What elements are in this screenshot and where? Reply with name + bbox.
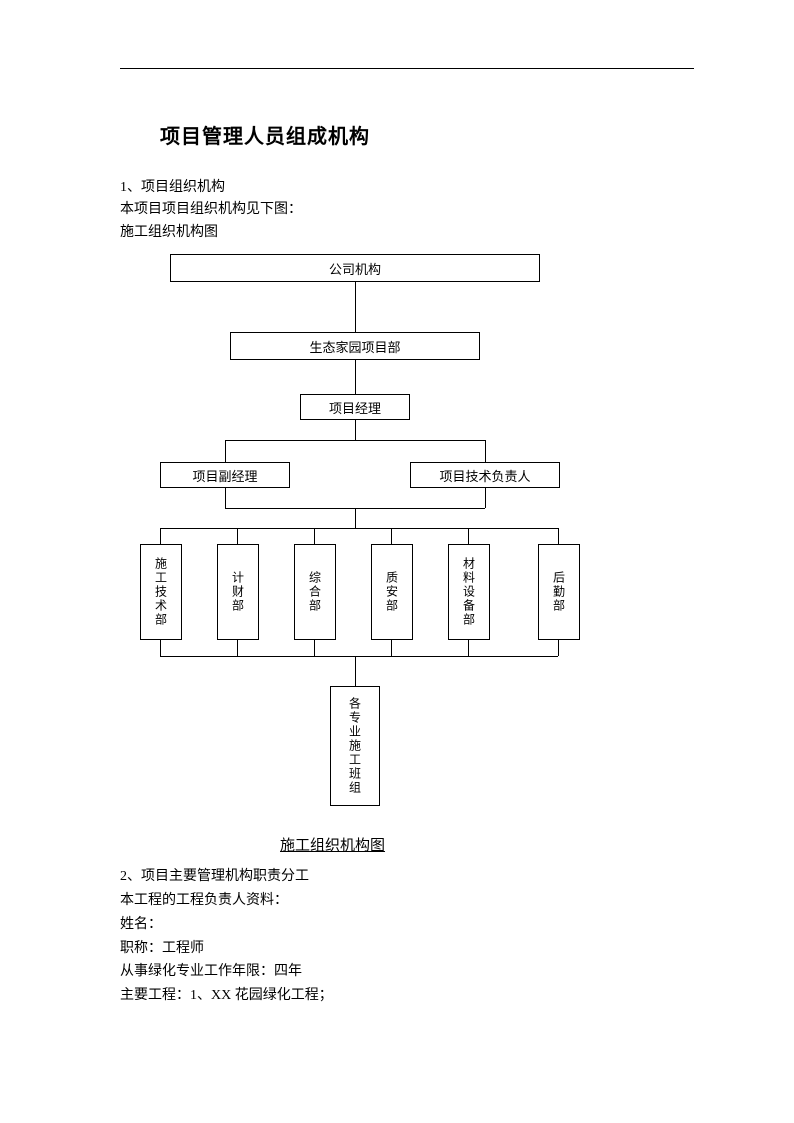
node-dept-general: 综合部 — [294, 544, 336, 640]
org-chart: 公司机构 生态家园项目部 项目经理 项目副经理 项目技术负责人 施工技术部 计财… — [130, 254, 580, 814]
connector — [468, 528, 469, 544]
intro-line-1: 1、项目组织机构 — [120, 177, 694, 199]
s2-line-4: 职称：工程师 — [120, 937, 694, 961]
chart-caption: 施工组织机构图 — [280, 834, 694, 855]
connector — [355, 360, 356, 394]
node-dept-quality-safety: 质安部 — [371, 544, 413, 640]
node-tech-lead: 项目技术负责人 — [410, 462, 560, 488]
connector — [314, 528, 315, 544]
node-dept-logistics: 后勤部 — [538, 544, 580, 640]
node-deputy-pm: 项目副经理 — [160, 462, 290, 488]
connector — [391, 640, 392, 656]
node-dept-materials: 材料设备部 — [448, 544, 490, 640]
connector — [558, 528, 559, 544]
connector — [485, 440, 486, 462]
s2-line-3: 姓名： — [120, 913, 694, 937]
connector — [225, 488, 226, 508]
node-dept-finance: 计财部 — [217, 544, 259, 640]
connector — [355, 420, 356, 440]
connector — [160, 656, 558, 657]
connector — [314, 640, 315, 656]
connector — [468, 640, 469, 656]
connector — [160, 528, 161, 544]
connector — [237, 640, 238, 656]
connector — [391, 528, 392, 544]
intro-line-3: 施工组织机构图 — [120, 222, 694, 244]
s2-line-2: 本工程的工程负责人资料： — [120, 889, 694, 913]
connector — [355, 508, 356, 528]
connector — [225, 440, 485, 441]
header-rule — [120, 68, 694, 69]
node-project-dept: 生态家园项目部 — [230, 332, 480, 360]
s2-line-1: 2、项目主要管理机构职责分工 — [120, 865, 694, 889]
page-title: 项目管理人员组成机构 — [160, 120, 694, 149]
connector — [225, 440, 226, 462]
connector — [160, 528, 558, 529]
connector — [485, 488, 486, 508]
connector — [355, 656, 356, 686]
s2-line-6: 主要工程：1、XX 花园绿化工程； — [120, 984, 694, 1008]
intro-block: 1、项目组织机构 本项目项目组织机构见下图： 施工组织机构图 — [120, 177, 694, 244]
connector — [558, 640, 559, 656]
node-pm: 项目经理 — [300, 394, 410, 420]
node-teams: 各专业施工班组 — [330, 686, 380, 806]
connector — [237, 528, 238, 544]
connector — [355, 282, 356, 332]
intro-line-2: 本项目项目组织机构见下图： — [120, 199, 694, 221]
connector — [160, 640, 161, 656]
section-2: 2、项目主要管理机构职责分工 本工程的工程负责人资料： 姓名： 职称：工程师 从… — [120, 865, 694, 1008]
node-company: 公司机构 — [170, 254, 540, 282]
node-dept-construction-tech: 施工技术部 — [140, 544, 182, 640]
s2-line-5: 从事绿化专业工作年限：四年 — [120, 960, 694, 984]
